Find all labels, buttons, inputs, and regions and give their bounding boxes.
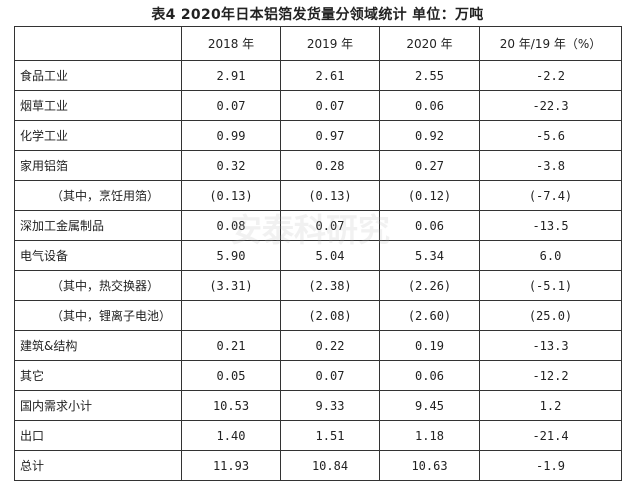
value-cell: 1.51 [280,420,380,451]
table-row: 电气设备 5.90 5.04 5.34 6.0 [14,240,622,271]
value-cell: 0.99 [181,120,281,151]
row-label: （其中，锂离子电池） [14,300,182,331]
value-cell: 9.45 [379,390,480,421]
value-cell: (-7.4) [479,180,622,211]
table-header-row: 2018 年 2019 年 2020 年 20 年/19 年（%） [14,26,622,61]
table-row: 建筑&结构 0.21 0.22 0.19 -13.3 [14,330,622,361]
value-cell: 0.07 [181,90,281,121]
value-cell: 9.33 [280,390,380,421]
table-row: 总计 11.93 10.84 10.63 -1.9 [14,450,622,481]
table-row: 国内需求小计 10.53 9.33 9.45 1.2 [14,390,622,421]
value-cell: (0.13) [181,180,281,211]
value-cell: (0.12) [379,180,480,211]
table-row: （其中，烹饪用箔） (0.13) (0.13) (0.12) (-7.4) [14,180,622,211]
shipment-table: 2018 年 2019 年 2020 年 20 年/19 年（%） 食品工业 2.… [14,26,622,481]
table-row: 食品工业 2.91 2.61 2.55 -2.2 [14,60,622,91]
value-cell: -3.8 [479,150,622,181]
value-cell: 10.53 [181,390,281,421]
row-label: 深加工金属制品 [14,210,182,241]
value-cell: 0.08 [181,210,281,241]
value-cell: 0.05 [181,360,281,391]
value-cell: 1.40 [181,420,281,451]
table-row: 其它 0.05 0.07 0.06 -12.2 [14,360,622,391]
value-cell: 2.55 [379,60,480,91]
row-label: 食品工业 [14,60,182,91]
value-cell: -21.4 [479,420,622,451]
value-cell: (0.13) [280,180,380,211]
header-cell: 2019 年 [280,26,380,61]
value-cell: 0.06 [379,360,480,391]
row-label: 出口 [14,420,182,451]
value-cell: 0.22 [280,330,380,361]
row-label: （其中，烹饪用箔） [14,180,182,211]
table-row: 烟草工业 0.07 0.07 0.06 -22.3 [14,90,622,121]
value-cell: 10.84 [280,450,380,481]
value-cell: 2.91 [181,60,281,91]
row-label: 电气设备 [14,240,182,271]
value-cell: 0.07 [280,90,380,121]
value-cell: 0.06 [379,210,480,241]
value-cell: -13.3 [479,330,622,361]
value-cell: -22.3 [479,90,622,121]
table-row: （其中，热交换器） (3.31) (2.38) (2.26) (-5.1) [14,270,622,301]
value-cell: 0.21 [181,330,281,361]
value-cell: 1.2 [479,390,622,421]
value-cell: 0.19 [379,330,480,361]
row-label: （其中，热交换器） [14,270,182,301]
row-label: 化学工业 [14,120,182,151]
header-cell [14,26,182,61]
row-label: 总计 [14,450,182,481]
table-row: （其中，锂离子电池） (2.08) (2.60) (25.0) [14,300,622,331]
table-title: 表4 2020年日本铝箔发货量分领域统计 单位：万吨 [151,7,484,23]
value-cell: (3.31) [181,270,281,301]
value-cell: -2.2 [479,60,622,91]
value-cell: 0.07 [280,210,380,241]
value-cell: 0.06 [379,90,480,121]
header-cell: 2020 年 [379,26,480,61]
value-cell: 2.61 [280,60,380,91]
value-cell: 0.07 [280,360,380,391]
header-cell: 2018 年 [181,26,281,61]
value-cell: 5.04 [280,240,380,271]
value-cell: -5.6 [479,120,622,151]
row-label: 建筑&结构 [14,330,182,361]
value-cell [181,300,281,331]
value-cell: 11.93 [181,450,281,481]
value-cell: -12.2 [479,360,622,391]
table-row: 出口 1.40 1.51 1.18 -21.4 [14,420,622,451]
value-cell: 0.32 [181,150,281,181]
value-cell: 5.90 [181,240,281,271]
header-cell: 20 年/19 年（%） [479,26,622,61]
row-label: 家用铝箔 [14,150,182,181]
row-label: 烟草工业 [14,90,182,121]
value-cell: (2.38) [280,270,380,301]
value-cell: (2.08) [280,300,380,331]
value-cell: -1.9 [479,450,622,481]
value-cell: 6.0 [479,240,622,271]
table-row: 化学工业 0.99 0.97 0.92 -5.6 [14,120,622,151]
value-cell: 1.18 [379,420,480,451]
value-cell: (2.60) [379,300,480,331]
value-cell: 0.97 [280,120,380,151]
value-cell: 0.28 [280,150,380,181]
value-cell: 0.92 [379,120,480,151]
row-label: 其它 [14,360,182,391]
value-cell: (25.0) [479,300,622,331]
table-row: 家用铝箔 0.32 0.28 0.27 -3.8 [14,150,622,181]
table-row: 深加工金属制品 0.08 0.07 0.06 -13.5 [14,210,622,241]
value-cell: 5.34 [379,240,480,271]
row-label: 国内需求小计 [14,390,182,421]
value-cell: (2.26) [379,270,480,301]
value-cell: -13.5 [479,210,622,241]
value-cell: (-5.1) [479,270,622,301]
value-cell: 10.63 [379,450,480,481]
value-cell: 0.27 [379,150,480,181]
